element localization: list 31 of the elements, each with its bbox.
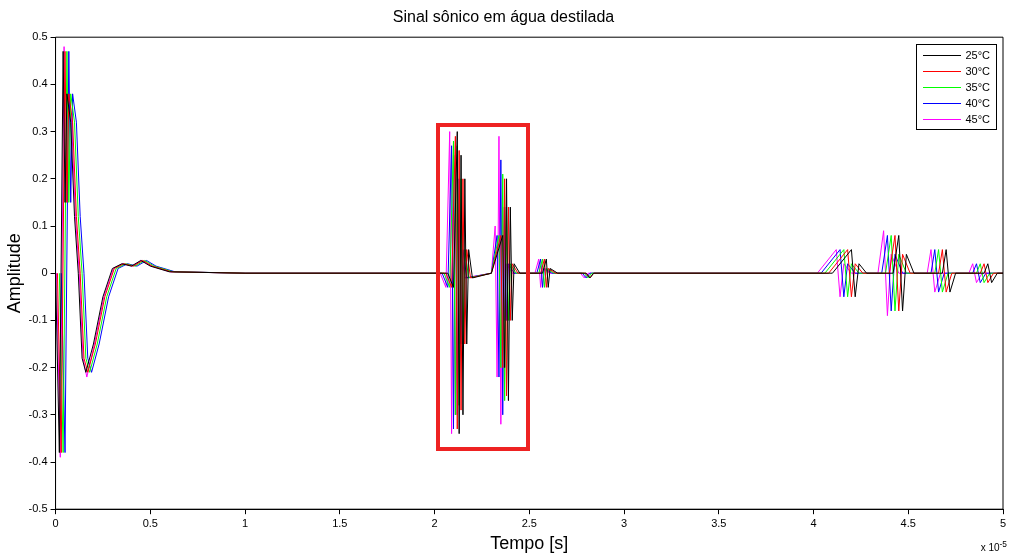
y-tick-label: 0 xyxy=(41,266,48,279)
y-tick-label: -0.3 xyxy=(28,407,48,420)
x-tick-label: 5 xyxy=(999,516,1007,529)
y-axis-title: Amplitude xyxy=(3,233,24,314)
x-tick-label: 0.5 xyxy=(142,516,158,529)
x-tick-label: 0 xyxy=(52,516,59,529)
x-tick-label: 4 xyxy=(810,516,817,529)
y-tick-label: -0.2 xyxy=(28,360,48,373)
legend-label: 35°C xyxy=(965,81,990,93)
y-tick-label: 0.2 xyxy=(32,171,48,184)
y-tick-label: 0.4 xyxy=(32,77,48,90)
y-tick-label: 0.5 xyxy=(32,30,48,43)
x-tick-label: 1 xyxy=(241,516,249,529)
chart-title: Sinal sônico em água destilada xyxy=(392,8,615,26)
x-tick-label: 3 xyxy=(620,516,628,529)
x-tick-label: 4.5 xyxy=(900,516,916,529)
x-axis-title: Tempo [s] xyxy=(490,533,569,554)
text: x 10$^{-5}$ xyxy=(980,538,1007,553)
legend-label: 30°C xyxy=(965,65,990,77)
legend-label: 45°C xyxy=(965,113,990,125)
legend-label: 40°C xyxy=(965,97,990,109)
x-tick-label: 2 xyxy=(431,516,438,529)
x-tick-label: 2.5 xyxy=(521,516,537,529)
y-tick-label: 0.3 xyxy=(32,124,48,137)
y-tick-label: -0.4 xyxy=(28,455,48,468)
x-tick-label: 3.5 xyxy=(711,516,727,529)
y-tick-label: -0.5 xyxy=(28,502,48,515)
legend-label: 25°C xyxy=(965,49,990,61)
x-tick-label: 1.5 xyxy=(332,516,348,529)
y-tick-label: 0.1 xyxy=(32,219,48,232)
y-tick-label: -0.1 xyxy=(28,313,48,326)
